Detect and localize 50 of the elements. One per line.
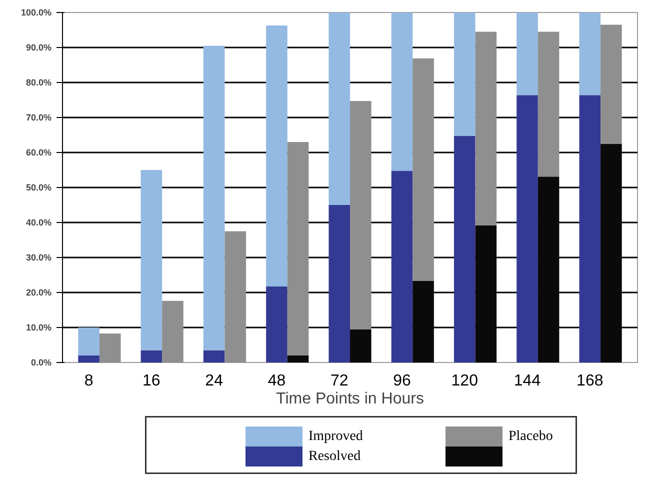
bar — [203, 350, 225, 362]
bar — [140, 350, 162, 362]
bar — [475, 32, 497, 226]
y-tick-label: 30.0% — [26, 252, 52, 262]
y-tick-label: 80.0% — [26, 78, 52, 88]
bar — [412, 58, 434, 281]
bar — [78, 328, 100, 356]
bar — [579, 12, 601, 96]
x-tick-label: 72 — [330, 372, 348, 390]
bar — [328, 12, 350, 205]
bar — [454, 12, 476, 136]
y-tick-label: 40.0% — [26, 218, 52, 228]
legend-label: Resolved — [308, 449, 361, 464]
bar — [391, 12, 413, 171]
bar — [391, 170, 413, 362]
y-tick-label: 50.0% — [26, 182, 52, 192]
bar — [266, 25, 288, 287]
bar — [140, 170, 162, 350]
bar — [350, 329, 372, 362]
y-tick-label: 0.0% — [30, 358, 52, 368]
bar — [579, 95, 601, 362]
bar — [328, 205, 350, 362]
x-tick-label: 48 — [268, 372, 286, 390]
x-tick-label: 144 — [514, 372, 541, 390]
y-tick-label: 20.0% — [26, 288, 52, 298]
x-tick-label: 8 — [84, 372, 94, 390]
bar — [287, 142, 309, 356]
bar — [454, 136, 476, 362]
y-tick-label: 90.0% — [26, 42, 52, 52]
y-tick-label: 10.0% — [26, 322, 52, 332]
bar — [600, 24, 622, 144]
bar — [203, 46, 225, 350]
x-tick-label: 96 — [393, 372, 411, 390]
legend-label: Placebo — [508, 429, 553, 444]
y-tick-label: 60.0% — [26, 148, 52, 158]
bar — [538, 32, 560, 177]
bar — [516, 12, 538, 96]
bar — [350, 101, 372, 330]
x-tick-label: 16 — [142, 372, 160, 390]
x-axis-title: Time Points in Hours — [276, 390, 424, 408]
y-tick-label: 100.0% — [20, 8, 52, 18]
y-tick-label: 70.0% — [26, 112, 52, 122]
x-tick-label: 24 — [205, 372, 224, 390]
bar — [516, 95, 538, 362]
bar — [78, 356, 100, 362]
bar — [266, 286, 288, 362]
x-tick-label: 168 — [576, 372, 604, 390]
bar — [287, 356, 309, 362]
legend-label: Improved — [308, 429, 363, 444]
x-tick-label: 120 — [451, 372, 478, 390]
